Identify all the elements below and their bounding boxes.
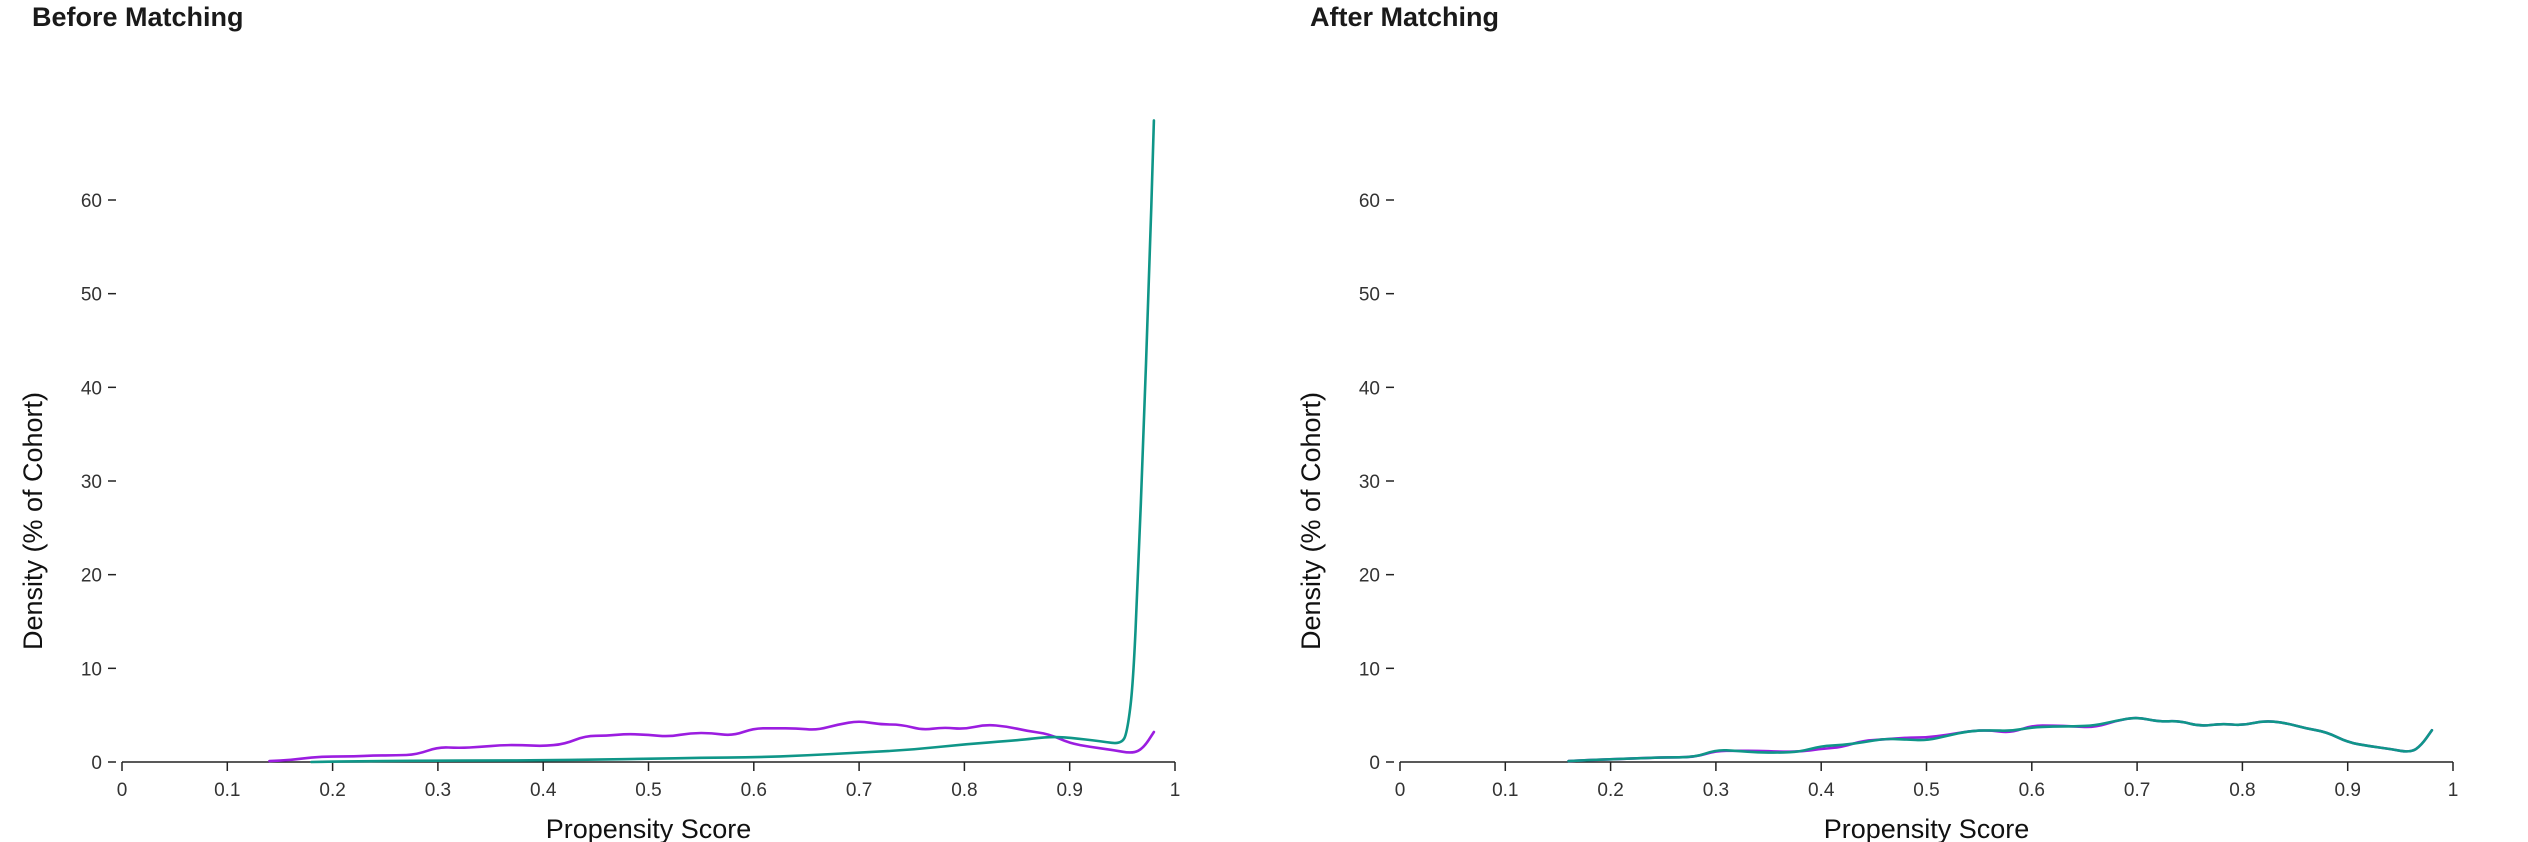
- after-x-tick-label: 0.3: [1703, 780, 1729, 801]
- after-y-axis-label: Density (% of Cohort): [1296, 392, 1326, 650]
- before-y-tick-label: 20: [81, 566, 102, 587]
- before-y-tick-label: 50: [81, 285, 102, 306]
- before-x-tick-label: 1: [1170, 780, 1181, 801]
- after-x-tick-label: 0.5: [1913, 780, 1939, 801]
- before-x-tick-label: 0.2: [319, 780, 345, 801]
- after-x-axis-label: Propensity Score: [1824, 814, 2030, 842]
- after-x-tick-label: 0: [1395, 780, 1406, 801]
- after-y-tick-label: 40: [1359, 378, 1380, 399]
- before-y-tick-label: 60: [81, 191, 102, 212]
- after-y-tick-label: 0: [1369, 753, 1380, 774]
- after-x-tick-label: 0.6: [2019, 780, 2045, 801]
- after-x-tick-label: 0.8: [2229, 780, 2255, 801]
- after-y-tick-label: 20: [1359, 566, 1380, 587]
- before-series-line-1: [268, 720, 1156, 763]
- before-series-line-2: [310, 119, 1156, 764]
- after-y-tick-label: 50: [1359, 285, 1380, 306]
- before-y-tick-label: 30: [81, 472, 102, 493]
- after-y-tick-label: 60: [1359, 191, 1380, 212]
- before-x-tick-label: 0.6: [741, 780, 767, 801]
- before-x-tick-label: 0.3: [425, 780, 451, 801]
- before-y-tick-label: 0: [91, 753, 102, 774]
- before-x-tick-label: 0: [117, 780, 128, 801]
- after-x-tick-label: 1: [2448, 780, 2459, 801]
- chart-title-after-matching: After Matching: [1310, 2, 1499, 32]
- before-x-tick-label: 0.8: [951, 780, 977, 801]
- after-x-tick-label: 0.2: [1597, 780, 1623, 801]
- chart-title-before-matching: Before Matching: [32, 2, 244, 32]
- after-x-tick-label: 0.1: [1492, 780, 1518, 801]
- before-y-tick-label: 10: [81, 659, 102, 680]
- after-y-tick-label: 10: [1359, 659, 1380, 680]
- after-x-tick-label: 0.7: [2124, 780, 2150, 801]
- before-x-tick-label: 0.9: [1056, 780, 1082, 801]
- before-y-tick-label: 40: [81, 378, 102, 399]
- before-x-tick-label: 0.5: [635, 780, 661, 801]
- before-y-axis-label: Density (% of Cohort): [18, 392, 48, 650]
- after-x-tick-label: 0.9: [2334, 780, 2360, 801]
- after-y-tick-label: 30: [1359, 472, 1380, 493]
- before-x-tick-label: 0.4: [530, 780, 557, 801]
- after-x-tick-label: 0.4: [1808, 780, 1835, 801]
- before-x-tick-label: 0.1: [214, 780, 240, 801]
- before-x-tick-label: 0.7: [846, 780, 872, 801]
- before-x-axis-label: Propensity Score: [546, 814, 752, 842]
- after-series-line-2: [1567, 716, 2434, 763]
